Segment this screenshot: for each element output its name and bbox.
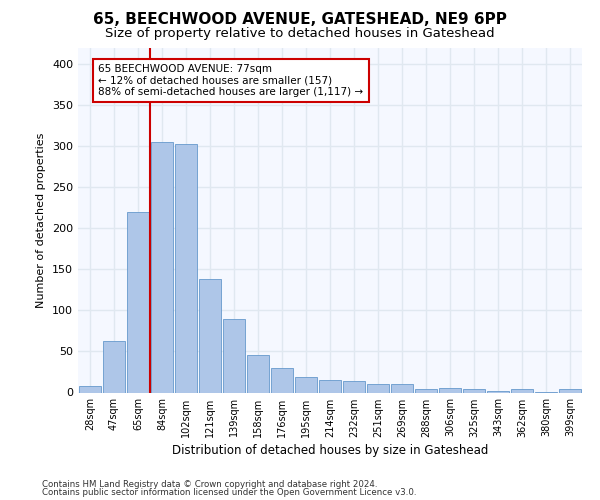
Bar [439, 388, 461, 392]
Text: Contains HM Land Registry data © Crown copyright and database right 2024.: Contains HM Land Registry data © Crown c… [42, 480, 377, 489]
X-axis label: Distribution of detached houses by size in Gateshead: Distribution of detached houses by size … [172, 444, 488, 456]
Bar [223, 318, 245, 392]
Bar [415, 389, 437, 392]
Text: Size of property relative to detached houses in Gateshead: Size of property relative to detached ho… [105, 28, 495, 40]
Text: 65 BEECHWOOD AVENUE: 77sqm
← 12% of detached houses are smaller (157)
88% of sem: 65 BEECHWOOD AVENUE: 77sqm ← 12% of deta… [98, 64, 364, 97]
Bar [175, 144, 197, 392]
Bar [511, 389, 533, 392]
Bar [487, 391, 509, 392]
Bar [151, 142, 173, 393]
Bar [103, 341, 125, 392]
Bar [463, 389, 485, 392]
Bar [247, 354, 269, 393]
Bar [391, 384, 413, 392]
Text: 65, BEECHWOOD AVENUE, GATESHEAD, NE9 6PP: 65, BEECHWOOD AVENUE, GATESHEAD, NE9 6PP [93, 12, 507, 28]
Bar [199, 279, 221, 392]
Bar [559, 389, 581, 392]
Bar [271, 368, 293, 392]
Bar [367, 384, 389, 392]
Bar [343, 381, 365, 392]
Text: Contains public sector information licensed under the Open Government Licence v3: Contains public sector information licen… [42, 488, 416, 497]
Y-axis label: Number of detached properties: Number of detached properties [37, 132, 46, 308]
Bar [295, 377, 317, 392]
Bar [79, 386, 101, 392]
Bar [319, 380, 341, 392]
Bar [127, 212, 149, 392]
